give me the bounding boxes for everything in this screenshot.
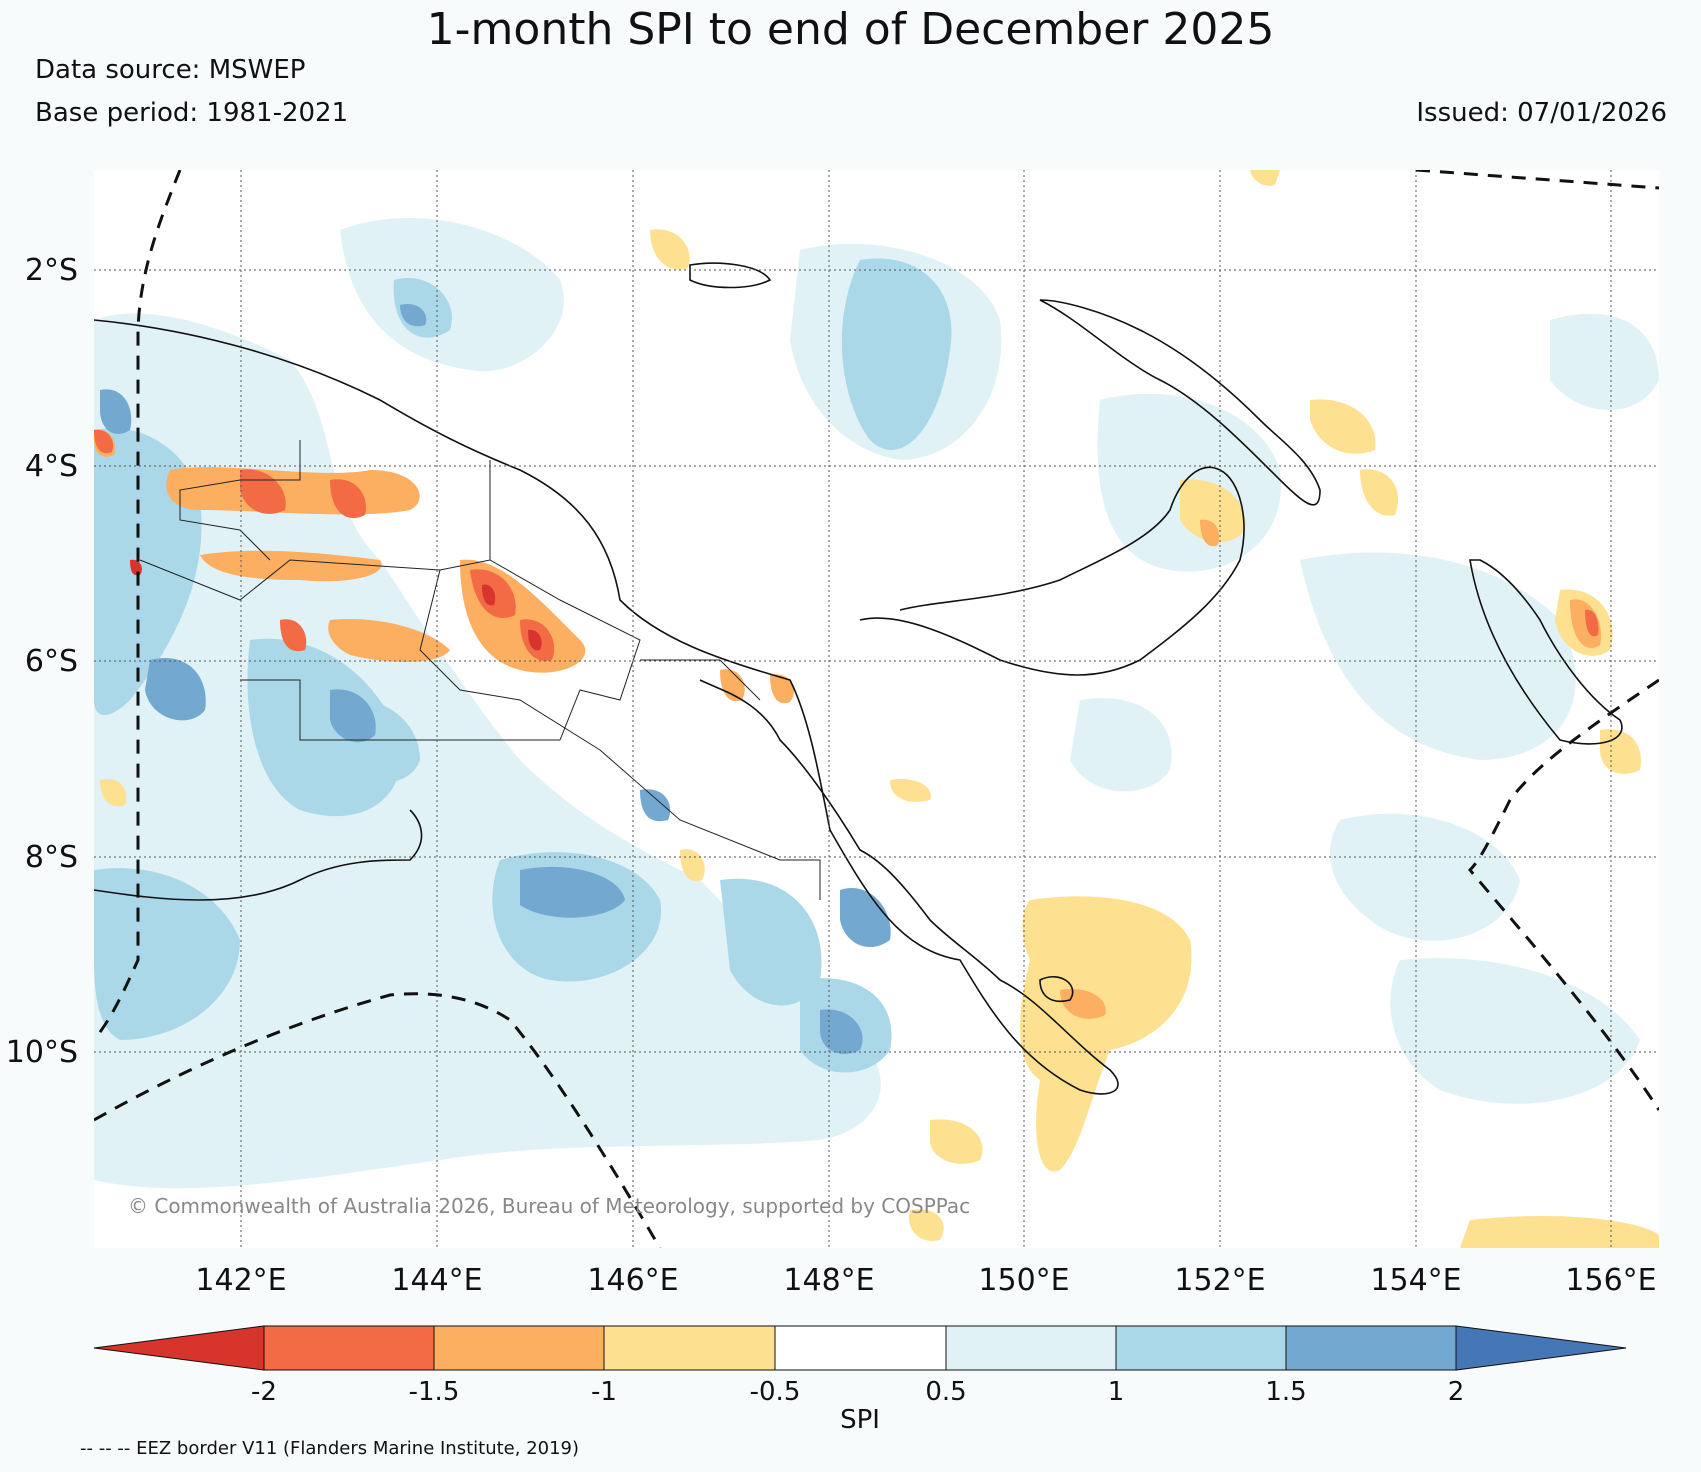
data-source-label: Data source: MSWEP	[35, 55, 306, 85]
colorbar-extend-low	[93, 1325, 265, 1371]
colorbar-tick-label: -1	[591, 1377, 617, 1407]
eez-border	[94, 170, 1659, 1248]
colorbar-segment	[1115, 1325, 1287, 1371]
coastline	[94, 262, 1623, 1095]
provincial-borders	[139, 440, 821, 900]
colorbar-segment	[433, 1325, 605, 1371]
lat-label: 10°S	[6, 1035, 78, 1070]
lat-label: 8°S	[25, 840, 78, 875]
lon-label: 152°E	[1174, 1263, 1265, 1298]
map-title: 1-month SPI to end of December 2025	[426, 4, 1275, 55]
colorbar-segment	[774, 1325, 947, 1371]
colorbar-tick-label: -2	[251, 1377, 277, 1407]
colorbar-tick-label: 0.5	[925, 1377, 966, 1407]
lat-label: 6°S	[25, 644, 78, 679]
colorbar-segment	[603, 1325, 776, 1371]
eez-legend-note: -- -- -- EEZ border V11 (Flanders Marine…	[80, 1438, 580, 1459]
lon-label: 154°E	[1370, 1263, 1461, 1298]
lon-label: 148°E	[783, 1263, 874, 1298]
colorbar-tick-label: -1.5	[409, 1377, 460, 1407]
colorbar-extend-high	[1455, 1325, 1627, 1371]
spi-anomaly-field: © Commonwealth of Australia 2026, Bureau…	[94, 170, 1659, 1248]
colorbar-segment	[263, 1325, 435, 1371]
colorbar	[93, 1325, 1627, 1371]
colorbar-title: SPI	[840, 1405, 880, 1435]
lon-label: 156°E	[1565, 1263, 1656, 1298]
copyright-text: © Commonwealth of Australia 2026, Bureau…	[128, 1194, 970, 1218]
lat-label: 4°S	[25, 449, 78, 484]
lon-label: 150°E	[978, 1263, 1069, 1298]
issued-date-label: Issued: 07/01/2026	[1416, 98, 1667, 128]
colorbar-segment	[1285, 1325, 1457, 1371]
colorbar-tick-label: 1	[1108, 1377, 1125, 1407]
colorbar-tick-label: -0.5	[750, 1377, 801, 1407]
lat-label: 2°S	[25, 253, 78, 288]
graticule	[94, 170, 1659, 1248]
colorbar-tick-label: 2	[1448, 1377, 1465, 1407]
colorbar-segment	[945, 1325, 1117, 1371]
base-period-label: Base period: 1981-2021	[35, 98, 349, 128]
colorbar-tick-label: 1.5	[1265, 1377, 1306, 1407]
lon-label: 144°E	[391, 1263, 482, 1298]
lon-label: 146°E	[587, 1263, 678, 1298]
lon-label: 142°E	[195, 1263, 286, 1298]
